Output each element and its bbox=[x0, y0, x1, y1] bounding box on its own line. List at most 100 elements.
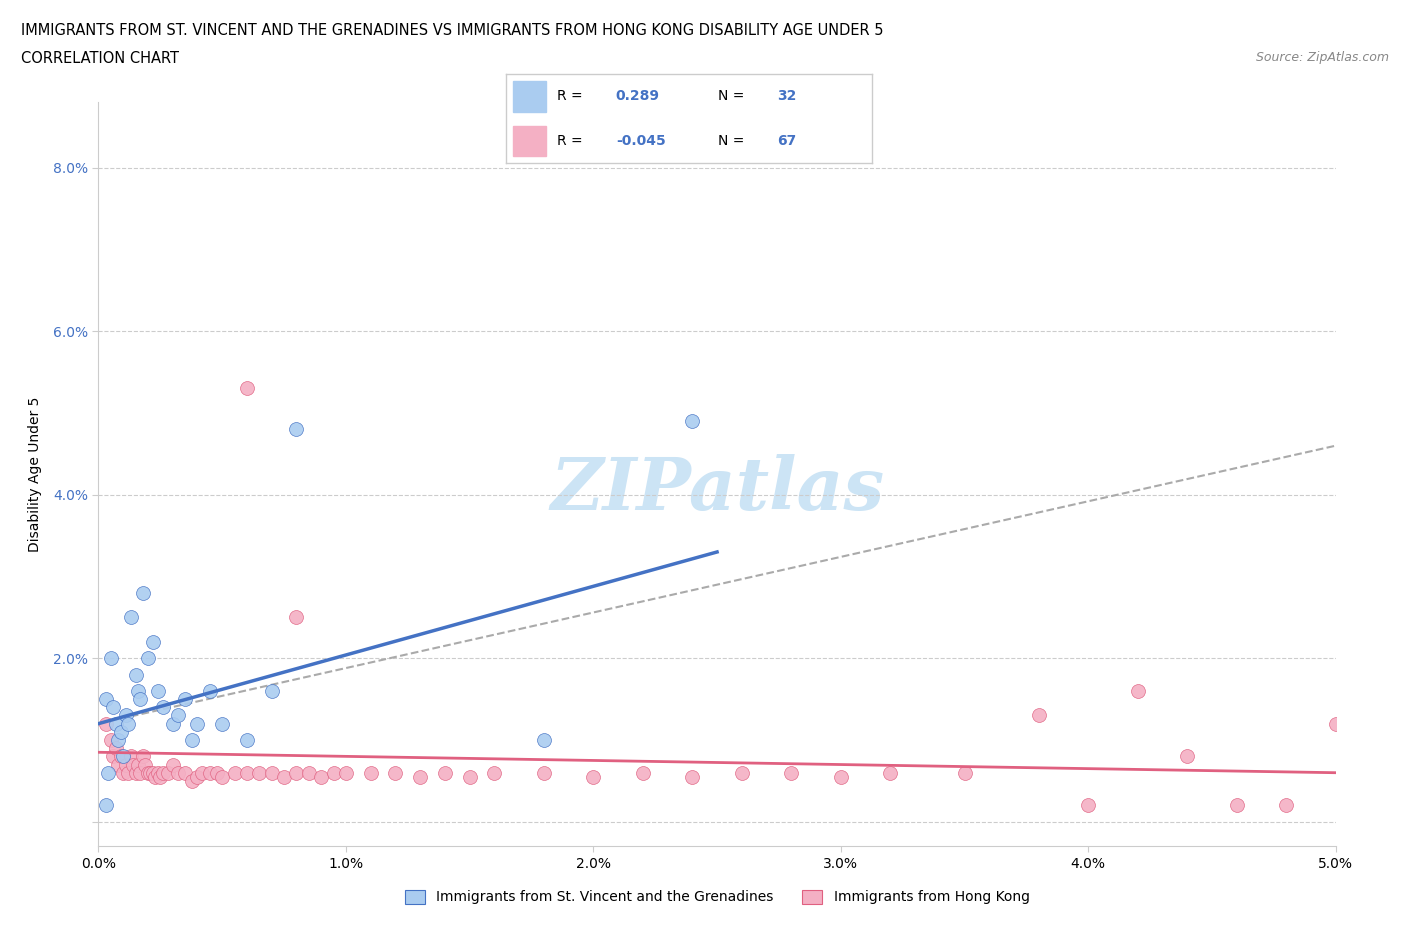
Point bbox=[335, 765, 357, 780]
Point bbox=[1324, 716, 1347, 731]
Point bbox=[1028, 708, 1050, 723]
Point bbox=[1226, 798, 1249, 813]
Point bbox=[120, 749, 142, 764]
Point bbox=[224, 765, 246, 780]
Point bbox=[1077, 798, 1099, 813]
Point bbox=[122, 757, 145, 772]
Point bbox=[127, 757, 149, 772]
Text: R =: R = bbox=[557, 134, 583, 148]
Legend: Immigrants from St. Vincent and the Grenadines, Immigrants from Hong Kong: Immigrants from St. Vincent and the Gren… bbox=[399, 884, 1035, 910]
Point bbox=[953, 765, 976, 780]
Point bbox=[104, 741, 127, 756]
Point bbox=[681, 414, 703, 429]
Point bbox=[582, 769, 605, 784]
Point bbox=[107, 757, 129, 772]
Point bbox=[124, 667, 146, 682]
Point bbox=[533, 765, 555, 780]
Point bbox=[103, 749, 125, 764]
Point bbox=[117, 716, 139, 731]
Point bbox=[152, 765, 174, 780]
Point bbox=[1126, 684, 1149, 698]
Point bbox=[533, 733, 555, 748]
Point bbox=[94, 798, 117, 813]
Point bbox=[94, 716, 117, 731]
Point bbox=[1175, 749, 1198, 764]
Point bbox=[124, 765, 146, 780]
Point bbox=[110, 749, 132, 764]
Point bbox=[322, 765, 344, 780]
Point bbox=[136, 765, 159, 780]
Point bbox=[191, 765, 214, 780]
Point bbox=[174, 765, 197, 780]
Point bbox=[260, 684, 283, 698]
Point bbox=[142, 634, 165, 649]
Text: 0.289: 0.289 bbox=[616, 89, 659, 103]
Point bbox=[484, 765, 506, 780]
Point bbox=[149, 769, 172, 784]
Point bbox=[731, 765, 754, 780]
Text: IMMIGRANTS FROM ST. VINCENT AND THE GRENADINES VS IMMIGRANTS FROM HONG KONG DISA: IMMIGRANTS FROM ST. VINCENT AND THE GREN… bbox=[21, 23, 883, 38]
Point bbox=[205, 765, 228, 780]
Point bbox=[134, 757, 156, 772]
Point bbox=[236, 765, 259, 780]
Point bbox=[129, 765, 152, 780]
Point bbox=[120, 610, 142, 625]
Y-axis label: Disability Age Under 5: Disability Age Under 5 bbox=[28, 396, 42, 552]
Point bbox=[285, 422, 308, 437]
Bar bbox=[513, 126, 547, 155]
Point bbox=[458, 769, 481, 784]
Point bbox=[146, 684, 169, 698]
Text: Source: ZipAtlas.com: Source: ZipAtlas.com bbox=[1256, 51, 1389, 64]
Point bbox=[107, 733, 129, 748]
Point bbox=[117, 765, 139, 780]
Point bbox=[100, 733, 122, 748]
Point bbox=[211, 716, 233, 731]
Point bbox=[166, 708, 188, 723]
Point bbox=[110, 724, 132, 739]
Point bbox=[181, 774, 204, 789]
Point bbox=[104, 716, 127, 731]
Point bbox=[1275, 798, 1298, 813]
Point bbox=[127, 684, 149, 698]
Point bbox=[830, 769, 852, 784]
Point bbox=[103, 700, 125, 715]
Point bbox=[260, 765, 283, 780]
Point bbox=[132, 585, 155, 600]
Point bbox=[100, 651, 122, 666]
Point bbox=[162, 716, 184, 731]
Point bbox=[152, 700, 174, 715]
Point bbox=[247, 765, 270, 780]
Point bbox=[156, 765, 179, 780]
Text: N =: N = bbox=[718, 134, 745, 148]
Text: 67: 67 bbox=[776, 134, 796, 148]
Point bbox=[285, 610, 308, 625]
Point bbox=[94, 692, 117, 707]
Point bbox=[142, 765, 165, 780]
Bar bbox=[513, 82, 547, 112]
Text: 32: 32 bbox=[776, 89, 796, 103]
Point bbox=[146, 765, 169, 780]
Point bbox=[211, 769, 233, 784]
Point bbox=[198, 684, 221, 698]
Point bbox=[236, 733, 259, 748]
Point bbox=[112, 749, 135, 764]
Text: N =: N = bbox=[718, 89, 745, 103]
Point bbox=[879, 765, 901, 780]
Point bbox=[181, 733, 204, 748]
Point bbox=[298, 765, 321, 780]
Point bbox=[384, 765, 406, 780]
Point bbox=[129, 692, 152, 707]
Point bbox=[114, 708, 136, 723]
Point bbox=[174, 692, 197, 707]
Point bbox=[136, 651, 159, 666]
Text: R =: R = bbox=[557, 89, 583, 103]
Point bbox=[132, 749, 155, 764]
Point bbox=[273, 769, 295, 784]
Point bbox=[360, 765, 382, 780]
Point bbox=[409, 769, 432, 784]
Text: ZIPatlas: ZIPatlas bbox=[550, 454, 884, 525]
Point bbox=[309, 769, 332, 784]
Text: -0.045: -0.045 bbox=[616, 134, 665, 148]
Point bbox=[112, 765, 135, 780]
Point bbox=[186, 716, 208, 731]
